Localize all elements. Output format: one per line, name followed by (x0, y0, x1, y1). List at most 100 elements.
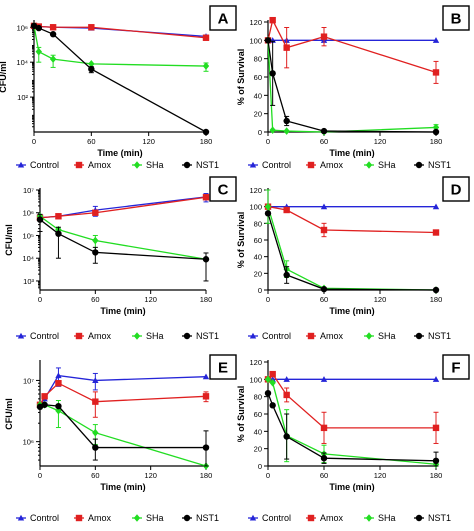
series-line (267, 18, 437, 74)
data-point-diamond (88, 60, 95, 68)
legend-item-nst1: NST1 (414, 160, 451, 170)
legend-label: Amox (88, 160, 112, 170)
legend-marker-square (75, 332, 83, 340)
x-tick-label: 0 (266, 137, 270, 146)
x-tick-label: 60 (91, 295, 99, 304)
legend-marker-diamond (133, 332, 141, 340)
x-tick-label: 180 (200, 137, 213, 146)
panel-label-box (209, 176, 237, 202)
data-point-circle (269, 70, 276, 77)
data-point-circle (432, 457, 440, 464)
series-nst1 (264, 210, 440, 294)
data-point-diamond (35, 47, 42, 56)
data-point-square (269, 16, 276, 24)
y-axis-label: % of Survival (236, 386, 246, 443)
data-point-diamond (283, 127, 290, 135)
legend-marker-triangle (17, 161, 25, 168)
legend-label: Control (30, 331, 59, 341)
panel-label: D (451, 182, 462, 199)
data-point-circle (55, 230, 62, 237)
legend-label: NST1 (196, 331, 219, 341)
legend-label: Control (262, 513, 291, 523)
y-tick-label: 0 (258, 286, 262, 295)
data-point-circle (88, 65, 95, 73)
y-tick-label: 120 (249, 358, 262, 367)
y-tick-label: 80 (254, 55, 262, 64)
data-point-square (320, 226, 328, 234)
y-tick-label: 10⁶ (23, 438, 34, 447)
y-tick-label: 40 (254, 427, 262, 436)
legend-marker-diamond (365, 332, 373, 340)
legend-label: NST1 (196, 513, 219, 523)
data-point-triangle (432, 376, 440, 382)
data-point-circle (283, 117, 290, 125)
series-nst1 (264, 390, 440, 467)
legend-marker-circle (415, 514, 423, 522)
legend-2: Control Amox SHa NST1 (248, 160, 451, 170)
data-point-square (92, 398, 99, 405)
legend-label: Amox (88, 331, 112, 341)
series-sha (264, 189, 440, 294)
x-tick-label: 60 (320, 471, 328, 480)
x-axis-label: Time (min) (329, 306, 374, 316)
y-tick-label: 0 (258, 128, 262, 137)
legend-item-control: Control (248, 160, 291, 170)
panel-label: E (218, 360, 228, 377)
y-tick-label: 60 (254, 410, 262, 419)
series-nst1 (36, 213, 210, 282)
data-point-square (202, 34, 210, 41)
y-tick-label: 10⁶ (17, 23, 28, 32)
data-point-diamond (202, 62, 210, 70)
data-point-circle (432, 128, 440, 136)
panel-label-box (442, 354, 470, 380)
legend-label: SHa (378, 331, 396, 341)
legend-item-control: Control (16, 513, 59, 523)
data-point-square (283, 206, 290, 214)
data-point-diamond (55, 406, 62, 415)
panel-label-box (209, 5, 237, 31)
y-tick-label: 120 (249, 186, 262, 195)
panel-label: B (451, 11, 462, 28)
y-tick-label: 20 (254, 269, 262, 278)
data-point-square (432, 229, 440, 236)
legend-label: NST1 (428, 160, 451, 170)
x-tick-label: 0 (38, 295, 42, 304)
chart-panel-b: 0 20 40 60 80 100 120 0 60 120 180 Time (min) % of S… (236, 5, 470, 158)
data-point-circle (92, 249, 99, 256)
y-tick-label: 10⁷ (23, 376, 34, 385)
series-control (264, 376, 440, 382)
legend-item-amox: Amox (306, 160, 344, 170)
series-amox (264, 16, 440, 84)
data-point-triangle (55, 372, 62, 379)
legend-item-control: Control (16, 331, 59, 341)
y-tick-label: 60 (254, 73, 262, 82)
legend-item-amox: Amox (74, 513, 112, 523)
y-tick-label: 20 (254, 110, 262, 119)
series-sha (264, 375, 440, 469)
legend-marker-square (307, 161, 315, 169)
series-nst1 (36, 401, 210, 467)
y-axis-label: CFU/ml (4, 224, 14, 256)
data-point-circle (202, 444, 210, 451)
legend-item-control: Control (248, 513, 291, 523)
x-tick-label: 180 (430, 137, 443, 146)
y-tick-label: 40 (254, 91, 262, 100)
legend-5: Control Amox SHa NST1 (16, 513, 219, 523)
chart-panel-e: 10⁷ 10⁶ 0 60 120 180 Time (min) CFU/ml E (4, 354, 237, 492)
legend-marker-square (307, 332, 315, 340)
data-point-triangle (320, 203, 328, 210)
legend-item-sha: SHa (364, 513, 396, 523)
legend-item-nst1: NST1 (182, 160, 219, 170)
legend-label: SHa (146, 160, 164, 170)
series-line (39, 196, 207, 219)
data-point-diamond (269, 126, 276, 134)
legend-marker-triangle (249, 161, 257, 168)
legend-item-control: Control (248, 331, 291, 341)
chart-panel-a: 10⁶ 10⁴ 10² 0 60 120 180 Time (min) CFU/ml A (0, 5, 237, 158)
data-point-square (320, 424, 328, 432)
legend-label: SHa (146, 331, 164, 341)
legend-item-amox: Amox (306, 513, 344, 523)
series-control (264, 37, 440, 43)
y-tick-label: 10⁴ (22, 254, 34, 263)
legend-1: Control Amox SHa NST1 (16, 160, 219, 170)
